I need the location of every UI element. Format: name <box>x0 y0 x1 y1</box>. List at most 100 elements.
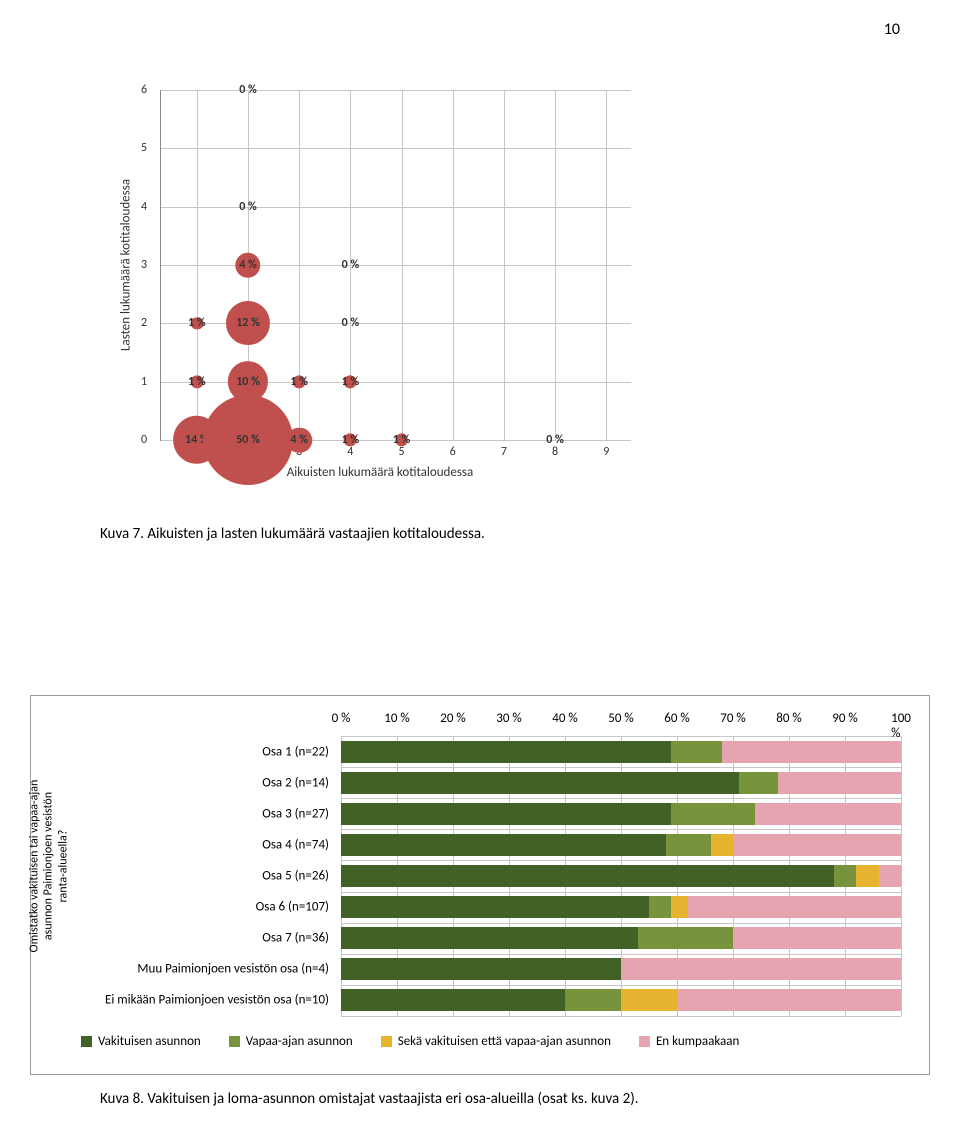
bubble-xtick: 6 <box>450 445 456 459</box>
stacked-segment <box>733 927 901 949</box>
stacked-bar-chart: Omistatko vakituisen tai vapaa-ajanasunn… <box>30 695 930 1075</box>
stacked-category-label: Osa 7 (n=36) <box>262 931 329 946</box>
bubble-label: 12 % <box>236 316 260 330</box>
gridline-h <box>341 954 901 955</box>
page: 10 Lasten lukumäärä kotitaloudessa 12345… <box>0 0 960 1143</box>
stacked-ylabel-line: ranta-alueella? <box>56 780 70 953</box>
stacked-row <box>341 834 901 856</box>
bubble-chart: Lasten lukumäärä kotitaloudessa 1 2 3 4 5 6 7 8… <box>100 70 660 490</box>
stacked-segment <box>733 834 901 856</box>
stacked-row <box>341 772 901 794</box>
stacked-bars-area <box>341 736 901 1016</box>
legend-swatch <box>81 1036 92 1047</box>
gridline-h <box>161 90 631 91</box>
stacked-segment <box>341 927 638 949</box>
stacked-segment <box>621 989 677 1011</box>
bubble-xtick: 8 <box>552 445 558 459</box>
bubble-ytick: 6 <box>141 83 147 97</box>
bubble-label: 1 % <box>188 375 206 389</box>
legend-item: Vapaa-ajan asunnon <box>229 1034 353 1049</box>
bubble-xtick: 7 <box>501 445 507 459</box>
bubble-ytick: 5 <box>141 141 147 155</box>
stacked-row <box>341 927 901 949</box>
stacked-xtick: 30 % <box>496 711 521 726</box>
legend-label: En kumpaakaan <box>656 1034 739 1049</box>
bubble-label: 1 % <box>393 433 411 447</box>
legend-item: Sekä vakituisen että vapaa-ajan asunnon <box>381 1034 611 1049</box>
legend: Vakituisen asunnon Vapaa-ajan asunnon Sekä… <box>41 1026 919 1049</box>
bubble-label: 1 % <box>290 375 308 389</box>
stacked-row <box>341 803 901 825</box>
bubble-label: 0 % <box>342 258 360 272</box>
stacked-category-label: Osa 3 (n=27) <box>262 806 329 821</box>
bubble-label: 1 % <box>342 375 360 389</box>
stacked-segment <box>638 927 733 949</box>
bubble-ytick: 2 <box>141 316 147 330</box>
stacked-plot-area: Omistatko vakituisen tai vapaa-ajanasunn… <box>41 706 919 1026</box>
stacked-segment <box>671 741 721 763</box>
bubble-chart-plot: Lasten lukumäärä kotitaloudessa 12345678… <box>160 90 631 441</box>
stacked-xtick: 90 % <box>832 711 857 726</box>
stacked-segment <box>671 896 688 918</box>
gridline-h <box>341 860 901 861</box>
bubble-xtick: 5 <box>398 445 404 459</box>
stacked-segment <box>755 803 901 825</box>
stacked-segment <box>671 803 755 825</box>
bubble-chart-ylabel: Lasten lukumäärä kotitaloudessa <box>119 179 134 351</box>
gridline-h <box>341 829 901 830</box>
stacked-segment <box>739 772 778 794</box>
bubble-label: 0 % <box>239 200 257 214</box>
stacked-xtick: 10 % <box>384 711 409 726</box>
gridline-v <box>901 736 902 1016</box>
bubble-label: 50 % <box>236 433 260 447</box>
stacked-segment <box>341 989 565 1011</box>
stacked-xtick: 60 % <box>664 711 689 726</box>
bubble-ytick: 4 <box>141 200 147 214</box>
gridline-h <box>341 736 901 737</box>
stacked-segment <box>341 772 739 794</box>
stacked-segment <box>621 958 901 980</box>
bubble-label: 10 % <box>236 375 260 389</box>
legend-swatch <box>639 1036 650 1047</box>
stacked-segment <box>711 834 733 856</box>
bubble-chart-xlabel: Aikuisten lukumäärä kotitaloudessa <box>100 465 660 480</box>
stacked-xtick: 20 % <box>440 711 465 726</box>
bubble-label: 0 % <box>342 316 360 330</box>
stacked-xtick: 100 % <box>891 711 911 741</box>
stacked-row <box>341 741 901 763</box>
gridline-h <box>161 148 631 149</box>
bubble-ytick: 3 <box>141 258 147 272</box>
stacked-row <box>341 958 901 980</box>
stacked-segment <box>666 834 711 856</box>
bubble-label: 4 % <box>290 433 308 447</box>
gridline-h <box>161 265 631 266</box>
stacked-xtick: 80 % <box>776 711 801 726</box>
bubble-xtick: 9 <box>603 445 609 459</box>
stacked-category-label: Osa 1 (n=22) <box>262 744 329 759</box>
legend-swatch <box>229 1036 240 1047</box>
stacked-xtick: 40 % <box>552 711 577 726</box>
stacked-category-label: Ei mikään Paimionjoen vesistön osa (n=10… <box>105 993 329 1008</box>
legend-label: Sekä vakituisen että vapaa-ajan asunnon <box>398 1034 611 1049</box>
stacked-xtick: 0 % <box>332 711 351 726</box>
stacked-segment <box>341 865 834 887</box>
legend-item: Vakituisen asunnon <box>81 1034 201 1049</box>
gridline-h <box>341 767 901 768</box>
stacked-ylabel-line: asunnon Paimionjoen vesistön <box>42 780 56 953</box>
legend-item: En kumpaakaan <box>639 1034 739 1049</box>
gridline-h <box>341 985 901 986</box>
bubble-label: 4 % <box>239 258 257 272</box>
stacked-segment <box>341 834 666 856</box>
gridline-h <box>161 207 631 208</box>
stacked-row <box>341 865 901 887</box>
bubble-label: 0 % <box>546 433 564 447</box>
bubble-ytick: 1 <box>141 375 147 389</box>
legend-swatch <box>381 1036 392 1047</box>
bubble-xtick: 4 <box>347 445 353 459</box>
stacked-segment <box>778 772 901 794</box>
bubble-label: 1 % <box>342 433 360 447</box>
gridline-h <box>341 798 901 799</box>
stacked-segment <box>879 865 901 887</box>
stacked-segment <box>341 896 649 918</box>
bubble-label: 0 % <box>239 83 257 97</box>
